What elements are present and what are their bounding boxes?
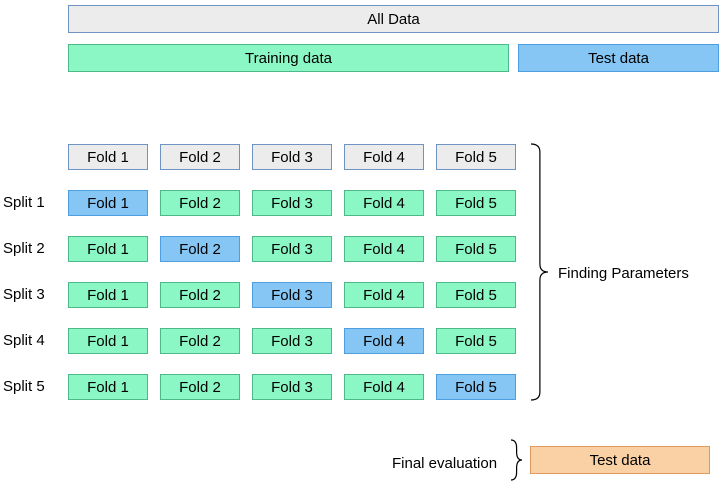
fold-train-box: Fold 1 <box>68 236 148 262</box>
split-row-label: Split 2 <box>3 240 45 257</box>
all-data-label: All Data <box>367 11 420 28</box>
fold-cell-label: Fold 5 <box>455 241 497 258</box>
fold-train-box: Fold 3 <box>252 374 332 400</box>
fold-train-box: Fold 1 <box>68 374 148 400</box>
fold-train-box: Fold 1 <box>68 328 148 354</box>
fold-train-box: Fold 5 <box>436 328 516 354</box>
fold-header-box: Fold 5 <box>436 144 516 170</box>
fold-cell-label: Fold 4 <box>363 287 405 304</box>
fold-header-box: Fold 1 <box>68 144 148 170</box>
fold-train-box: Fold 4 <box>344 236 424 262</box>
fold-validation-box: Fold 4 <box>344 328 424 354</box>
fold-validation-box: Fold 1 <box>68 190 148 216</box>
fold-header-label: Fold 5 <box>455 149 497 166</box>
fold-cell-label: Fold 3 <box>271 195 313 212</box>
fold-header-label: Fold 3 <box>271 149 313 166</box>
fold-validation-box: Fold 3 <box>252 282 332 308</box>
fold-train-box: Fold 1 <box>68 282 148 308</box>
brace-small <box>510 440 526 480</box>
fold-train-box: Fold 3 <box>252 190 332 216</box>
fold-train-box: Fold 4 <box>344 190 424 216</box>
fold-header-box: Fold 2 <box>160 144 240 170</box>
final-test-data-box: Test data <box>530 446 710 474</box>
fold-cell-label: Fold 4 <box>363 379 405 396</box>
test-data-box: Test data <box>518 44 719 72</box>
fold-train-box: Fold 2 <box>160 328 240 354</box>
fold-train-box: Fold 2 <box>160 282 240 308</box>
fold-cell-label: Fold 2 <box>179 195 221 212</box>
fold-train-box: Fold 5 <box>436 236 516 262</box>
fold-validation-box: Fold 2 <box>160 236 240 262</box>
fold-train-box: Fold 5 <box>436 190 516 216</box>
split-row-label: Split 4 <box>3 332 45 349</box>
fold-header-box: Fold 3 <box>252 144 332 170</box>
fold-cell-label: Fold 2 <box>179 379 221 396</box>
fold-cell-label: Fold 5 <box>455 379 497 396</box>
fold-cell-label: Fold 4 <box>363 241 405 258</box>
fold-validation-box: Fold 5 <box>436 374 516 400</box>
split-row-label: Split 1 <box>3 194 45 211</box>
fold-header-label: Fold 2 <box>179 149 221 166</box>
fold-train-box: Fold 4 <box>344 282 424 308</box>
finding-parameters-label: Finding Parameters <box>558 265 689 282</box>
fold-train-box: Fold 2 <box>160 190 240 216</box>
fold-cell-label: Fold 5 <box>455 287 497 304</box>
brace-large <box>530 144 552 400</box>
fold-cell-label: Fold 1 <box>87 379 129 396</box>
split-row-label: Split 3 <box>3 286 45 303</box>
fold-header-box: Fold 4 <box>344 144 424 170</box>
test-data-label: Test data <box>588 50 649 67</box>
fold-cell-label: Fold 2 <box>179 287 221 304</box>
fold-cell-label: Fold 1 <box>87 241 129 258</box>
final-evaluation-label: Final evaluation <box>392 455 497 472</box>
fold-cell-label: Fold 2 <box>179 241 221 258</box>
fold-header-label: Fold 4 <box>363 149 405 166</box>
fold-train-box: Fold 3 <box>252 328 332 354</box>
training-data-box: Training data <box>68 44 509 72</box>
fold-cell-label: Fold 2 <box>179 333 221 350</box>
all-data-box: All Data <box>68 5 719 33</box>
fold-cell-label: Fold 1 <box>87 287 129 304</box>
fold-train-box: Fold 3 <box>252 236 332 262</box>
fold-cell-label: Fold 1 <box>87 195 129 212</box>
training-data-label: Training data <box>245 50 332 67</box>
fold-train-box: Fold 2 <box>160 374 240 400</box>
fold-cell-label: Fold 4 <box>363 195 405 212</box>
fold-cell-label: Fold 3 <box>271 287 313 304</box>
fold-cell-label: Fold 3 <box>271 241 313 258</box>
split-row-label: Split 5 <box>3 378 45 395</box>
fold-train-box: Fold 5 <box>436 282 516 308</box>
fold-train-box: Fold 4 <box>344 374 424 400</box>
fold-cell-label: Fold 3 <box>271 333 313 350</box>
fold-cell-label: Fold 4 <box>363 333 405 350</box>
fold-cell-label: Fold 1 <box>87 333 129 350</box>
final-test-data-label: Test data <box>590 452 651 469</box>
fold-cell-label: Fold 5 <box>455 195 497 212</box>
fold-cell-label: Fold 3 <box>271 379 313 396</box>
fold-header-label: Fold 1 <box>87 149 129 166</box>
fold-cell-label: Fold 5 <box>455 333 497 350</box>
